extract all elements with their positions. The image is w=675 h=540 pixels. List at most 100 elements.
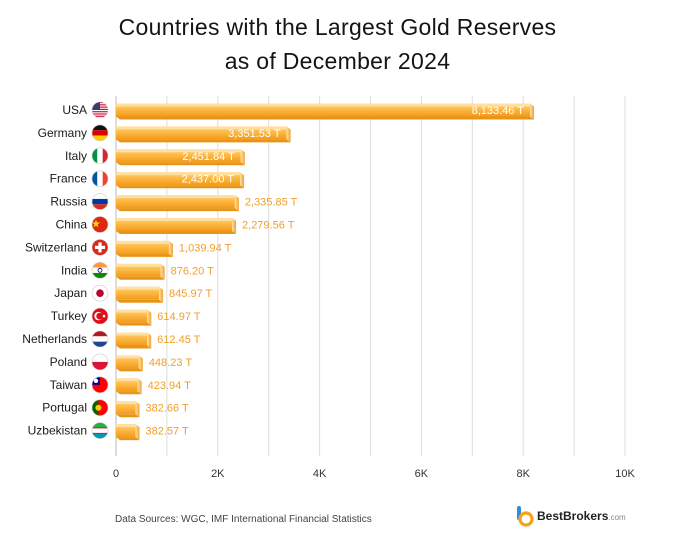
bar-highlight (116, 240, 169, 244)
category-label: Taiwan (50, 378, 87, 392)
bar-end-cap (147, 309, 152, 326)
bar (116, 355, 139, 369)
bar-end-cap (168, 240, 173, 257)
bar-value-label: 612.45 T (157, 334, 201, 346)
category-label: Russia (50, 195, 87, 209)
bestbrokers-logo-icon (517, 506, 534, 527)
bar-end-cap (286, 126, 291, 143)
bar (116, 218, 233, 231)
bar-value-label: 423.94 T (148, 380, 192, 392)
flag-germany-icon (91, 124, 109, 142)
category-label: France (50, 172, 88, 186)
bar-end-cap (137, 378, 142, 395)
bar-value-label: 3,351.53 T (228, 128, 281, 140)
bar-end-cap (232, 218, 237, 234)
category-label: Uzbekistan (28, 424, 87, 438)
bar-bottom-face (116, 231, 237, 234)
x-tick-label: 10K (615, 468, 635, 480)
x-axis-ticks: 0 2K 4K 6K 8K 10K (113, 468, 636, 480)
chart-title-line-2: as of December 2024 (224, 48, 451, 74)
bar-bottom-face (116, 437, 140, 441)
bar-highlight (116, 149, 241, 153)
bar (116, 424, 136, 438)
flag-uzbekistan-icon (91, 422, 109, 439)
bar-value-label: 845.97 T (169, 288, 213, 300)
bar-end-cap (234, 195, 239, 212)
bar-bottom-face (116, 276, 165, 280)
x-tick-label: 8K (516, 468, 530, 480)
category-labels: USA Germany Italy France Russia China Switzerl… (22, 103, 87, 438)
flag-switzerland-icon (91, 239, 109, 256)
bar-bottom-face (116, 116, 534, 120)
flag-taiwan-icon (91, 376, 109, 394)
bar (116, 401, 136, 415)
bar-value-label: 1,039.94 T (179, 242, 232, 254)
category-label: Switzerland (25, 240, 87, 254)
bar-highlight (116, 218, 233, 221)
bar-bottom-face (116, 208, 239, 212)
category-label: China (56, 218, 88, 232)
bar-highlight (116, 103, 530, 107)
flag-usa-icon (91, 101, 109, 119)
bar-highlight (116, 332, 148, 336)
category-label: India (61, 263, 87, 277)
bar-end-cap (138, 355, 143, 372)
bar-bottom-face (116, 185, 245, 189)
data-source-note: Data Sources: WGC, IMF International Fin… (115, 514, 372, 525)
category-label: Netherlands (22, 332, 87, 346)
bar-highlight (116, 401, 136, 405)
bar (116, 286, 160, 300)
bar-value-label: 8,133.46 T (472, 105, 525, 117)
x-tick-label: 2K (211, 468, 225, 480)
bar (116, 172, 241, 186)
bar-end-cap (147, 332, 152, 349)
brand-name: BestBrokers.com (537, 509, 626, 523)
bar-highlight (116, 263, 161, 267)
bar-end-cap (135, 424, 140, 441)
bar (116, 149, 241, 163)
flag-netherlands-icon (91, 330, 109, 348)
flag-india-icon (91, 261, 109, 279)
category-label: USA (62, 103, 87, 117)
bar-highlight (116, 309, 148, 313)
bar-bottom-face (116, 139, 291, 143)
bar-bottom-face (116, 162, 245, 166)
flag-russia-icon (91, 193, 109, 210)
bar-value-label: 382.66 T (145, 403, 189, 415)
bar-end-cap (160, 263, 165, 280)
category-label: Poland (50, 355, 87, 369)
bar (116, 309, 148, 323)
bar-bottom-face (116, 253, 173, 257)
bar-value-label: 876.20 T (171, 265, 215, 277)
bar-bottom-face (116, 322, 152, 326)
bar-value-label: 614.97 T (157, 311, 201, 323)
x-tick-label: 6K (415, 468, 429, 480)
bar (116, 263, 161, 277)
bar-value-label: 2,437.00 T (182, 174, 235, 186)
bar (116, 103, 530, 117)
brand: BestBrokers.com (516, 505, 626, 527)
category-label: Portugal (42, 401, 87, 415)
flag-portugal-icon (91, 399, 109, 417)
bar (116, 332, 148, 346)
bar-end-cap (135, 401, 140, 418)
bar-end-cap (159, 286, 164, 303)
category-label: Germany (38, 126, 87, 140)
bar-highlight (116, 286, 160, 290)
category-label: Turkey (51, 309, 87, 323)
bar-bottom-face (116, 368, 143, 372)
chart-title: Countries with the Largest Gold Reserves… (0, 10, 675, 78)
bar-bottom-face (116, 414, 140, 418)
bar-highlight (116, 126, 287, 130)
bars: 8,133.46 T 3,351.53 T 2,451.84 T 2,437.00 T… (116, 103, 534, 441)
bar-chart: 8,133.46 T 3,351.53 T 2,451.84 T 2,437.00 T… (22, 96, 636, 480)
flags (91, 101, 109, 439)
chart-title-line-1: Countries with the Largest Gold Reserves (118, 14, 557, 40)
bar-highlight (116, 378, 138, 382)
x-tick-label: 0 (113, 468, 119, 480)
bar (116, 378, 138, 392)
bar-highlight (116, 172, 241, 176)
flag-poland-icon (91, 353, 109, 371)
category-label: Japan (54, 286, 87, 300)
flag-china-icon (91, 216, 109, 233)
